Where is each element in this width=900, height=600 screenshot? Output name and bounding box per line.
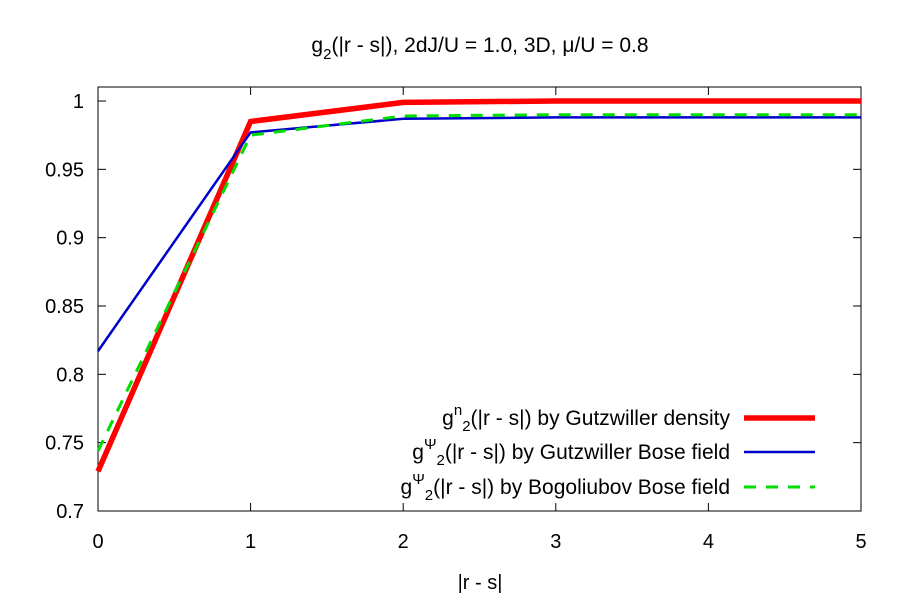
chart-title: g2(|r - s|), 2dJ/U = 1.0, 3D, μ/U = 0.8: [311, 34, 648, 63]
legend-label-base: g: [442, 407, 454, 430]
y-tick-label: 0.8: [56, 364, 84, 386]
y-tick-label: 0.85: [45, 296, 84, 318]
legend: gn2(|r - s|) by Gutzwiller densitygΨ2(|r…: [401, 402, 815, 504]
x-tick-label: 5: [855, 531, 866, 553]
x-tick-label: 4: [703, 531, 714, 553]
axis-ticks: 0 1 2 3 4 5 0.7 0.75 0.8 0.85 0.9 0.95 1: [45, 87, 867, 553]
y-tick-label: 0.95: [45, 159, 84, 181]
legend-label-rest: (|r - s|) by Bogoliubov Bose field: [433, 476, 730, 499]
legend-label-sub: 2: [437, 452, 445, 469]
x-axis-label: |r - s|: [458, 572, 503, 594]
legend-label-sup: Ψ: [412, 471, 425, 488]
plot-border: [97, 86, 862, 512]
series-line-1: [95, 98, 861, 473]
legend-label-1: gn2(|r - s|) by Gutzwiller density: [442, 402, 730, 435]
chart-title-base: g: [311, 34, 323, 57]
x-tick-label: 1: [245, 531, 256, 553]
x-tick-label: 3: [550, 531, 561, 553]
y-tick-label: 0.75: [45, 433, 84, 455]
legend-label-3: gΨ2(|r - s|) by Bogoliubov Bose field: [401, 471, 730, 504]
series-line-3: [96, 113, 861, 452]
legend-label-rest: (|r - s|) by Gutzwiller density: [471, 407, 731, 430]
chart-title-rest: (|r - s|), 2dJ/U = 1.0, 3D, μ/U = 0.8: [331, 34, 648, 57]
legend-label-rest: (|r - s|) by Gutzwiller Bose field: [445, 441, 730, 464]
y-tick-label: 0.9: [56, 228, 84, 250]
x-tick-label: 2: [398, 531, 409, 553]
legend-label-base: g: [401, 476, 413, 499]
series-layer: [95, 98, 861, 473]
legend-label-2: gΨ2(|r - s|) by Gutzwiller Bose field: [412, 436, 730, 469]
chart-title-sub: 2: [323, 46, 331, 63]
legend-label-sub: 2: [425, 487, 433, 504]
legend-label-sup: n: [454, 402, 462, 419]
plot-area: [97, 86, 862, 512]
legend-label-base: g: [412, 441, 424, 464]
legend-label-sup: Ψ: [424, 436, 437, 453]
x-tick-label: 0: [92, 531, 103, 553]
y-tick-label: 0.7: [56, 501, 84, 523]
series-line-2: [96, 116, 861, 352]
y-tick-label: 1: [73, 91, 84, 113]
legend-label-sub: 2: [462, 418, 470, 435]
